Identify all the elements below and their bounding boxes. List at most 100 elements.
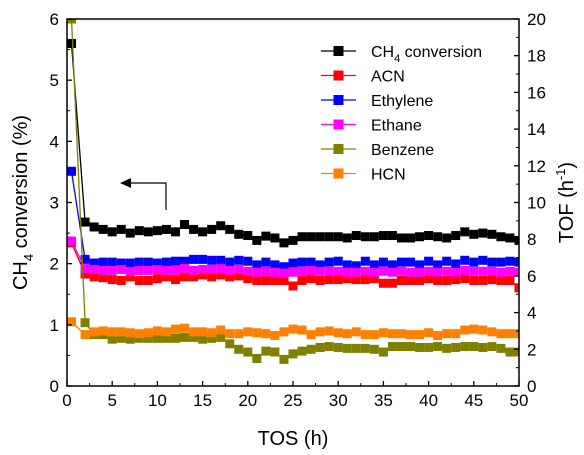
data-point [315,342,325,352]
x-axis-label: TOS (h) [258,428,329,450]
data-point [387,342,397,352]
data-point [333,342,343,352]
data-point [216,325,226,335]
data-point [514,283,519,293]
data-point [80,269,90,279]
data-point [487,327,497,337]
data-point [134,333,144,343]
y-right-tick-label: 8 [527,230,536,249]
data-point [98,257,108,267]
data-point [125,266,135,276]
legend-label-2: Ethylene [371,93,433,110]
x-tick-label: 25 [284,391,303,410]
data-point [315,232,325,242]
y-left-tick-label: 0 [50,377,59,396]
data-point [297,266,307,276]
data-point [451,259,461,269]
x-tick-label: 30 [329,391,348,410]
data-point [451,275,461,285]
data-point [116,333,126,343]
y-right-tick-label: 10 [527,194,546,213]
legend-marker-4 [333,144,344,154]
data-point [424,231,434,241]
data-point [225,339,235,349]
data-point [460,255,470,265]
data-point [469,229,479,239]
data-point [297,257,307,267]
data-point [80,254,90,264]
data-point [342,329,352,339]
legend-marker-0 [333,46,344,56]
data-point [496,257,506,267]
data-point [170,324,180,334]
data-point [243,256,253,266]
data-point [161,224,171,234]
data-point [134,226,144,236]
data-point [451,231,461,241]
data-point [67,166,77,176]
data-point [252,328,262,338]
data-point [134,257,144,267]
data-point [415,267,425,277]
data-point [98,273,108,283]
data-point [360,256,370,266]
data-point [279,262,289,272]
data-point [216,270,226,280]
data-point [180,220,190,230]
data-point [496,329,506,339]
data-point [469,342,479,352]
data-point [270,260,280,270]
data-point [496,267,506,277]
data-point [180,256,190,266]
x-tick-label: 0 [62,391,71,410]
series-line-0 [67,42,519,244]
data-point [460,325,470,335]
series-0 [67,38,519,248]
data-point [270,233,280,243]
data-point [234,271,244,281]
data-point [505,256,515,266]
series-line-2 [67,170,519,268]
data-point [234,255,244,265]
data-point [288,258,298,268]
data-point [424,266,434,276]
data-point [460,342,470,352]
data-point [424,328,434,338]
data-point [306,330,316,340]
data-point [180,332,190,342]
data-point [234,264,244,274]
data-point [189,332,199,342]
data-point [243,231,253,241]
data-point [225,224,235,234]
data-point [360,232,370,242]
data-point [279,275,289,285]
data-point [360,275,370,285]
data-point [170,227,180,237]
data-point [306,274,316,284]
legend-marker-2 [333,95,344,105]
data-point [243,347,253,357]
data-point [396,329,406,339]
data-point [288,324,298,334]
data-point [387,231,397,241]
data-point [198,254,208,264]
data-point [107,334,117,344]
x-tick-label: 15 [193,391,212,410]
data-point [460,265,470,275]
legend-label-5: HCN [371,167,406,184]
data-point [279,354,289,364]
data-point [505,347,515,357]
data-point [514,347,519,357]
data-point [98,224,108,234]
data-point [125,328,135,338]
data-point [387,260,397,270]
data-point [415,330,425,340]
data-point [116,264,126,274]
data-point [360,343,370,353]
data-point [198,327,208,337]
axes: 0 5 10 15 20 25 30 35 40 45 5001234560246810121416… [50,10,546,410]
data-point [396,266,406,276]
data-point [152,333,162,343]
data-point [261,257,271,267]
y-left-tick-label: 1 [50,316,59,335]
